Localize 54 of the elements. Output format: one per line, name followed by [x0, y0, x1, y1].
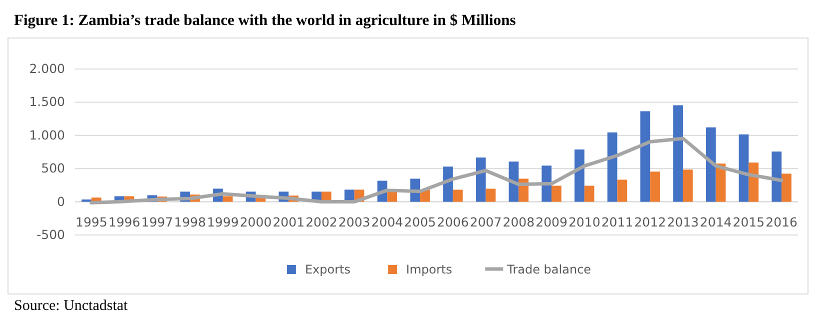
bar	[772, 152, 782, 202]
x-tick-label: 2016	[766, 214, 798, 230]
x-tick-label: 2000	[240, 214, 272, 230]
bar	[574, 149, 584, 202]
bar	[607, 132, 618, 202]
legend-label: Exports	[304, 262, 350, 276]
source-note: Source: Unctadstat	[14, 298, 129, 314]
x-tick-label: 2009	[536, 214, 568, 230]
x-tick-label: 2012	[634, 214, 666, 230]
x-tick-label: 2015	[732, 214, 765, 230]
x-tick-label: 2003	[338, 214, 370, 230]
bar	[738, 134, 749, 202]
y-tick-label: 1.500	[29, 94, 66, 110]
bar	[476, 158, 486, 202]
bar	[673, 105, 683, 202]
bar	[222, 196, 233, 202]
bar	[617, 180, 628, 202]
x-tick-label: 2006	[437, 214, 469, 230]
x-tick-label: 1996	[108, 214, 140, 230]
bar	[748, 162, 759, 202]
x-tick-label: 2010	[568, 214, 600, 230]
x-tick-label: 2005	[404, 214, 436, 230]
x-tick-label: 1998	[174, 214, 206, 230]
y-tick-label: 1.000	[29, 127, 66, 142]
x-tick-label: 1997	[141, 214, 174, 230]
bar	[640, 111, 650, 202]
bar	[682, 170, 693, 202]
legend-label: Trade balance	[506, 262, 592, 276]
x-tick-label: 2014	[700, 214, 732, 230]
x-tick-label: 2008	[502, 214, 535, 230]
bar	[706, 127, 716, 202]
bar	[486, 188, 496, 202]
x-tick-label: 2001	[272, 214, 305, 230]
x-tick-label: 1995	[76, 214, 108, 230]
x-tick-label: 2013	[667, 214, 699, 230]
x-tick-label: 2011	[601, 214, 634, 230]
legend-label: Imports	[406, 262, 452, 276]
bar	[552, 186, 562, 202]
x-tick-label: 2004	[371, 214, 404, 230]
y-tick-label: -500	[36, 227, 66, 242]
y-tick-label: 2.000	[29, 61, 66, 76]
chart-title: Figure 1: Zambia’s trade balance with the world in agriculture in $ Millions	[14, 12, 516, 29]
y-tick-label: 0	[57, 194, 66, 209]
bar	[82, 199, 92, 202]
bar	[542, 166, 552, 202]
y-tick-label: 500	[41, 160, 66, 176]
bar	[782, 174, 792, 202]
x-tick-label: 1999	[206, 214, 239, 230]
bar	[584, 186, 594, 202]
x-tick-label: 2007	[470, 214, 502, 230]
bar	[452, 190, 463, 202]
bar	[650, 172, 660, 202]
x-tick-label: 2002	[306, 214, 338, 230]
line-series	[90, 136, 784, 205]
